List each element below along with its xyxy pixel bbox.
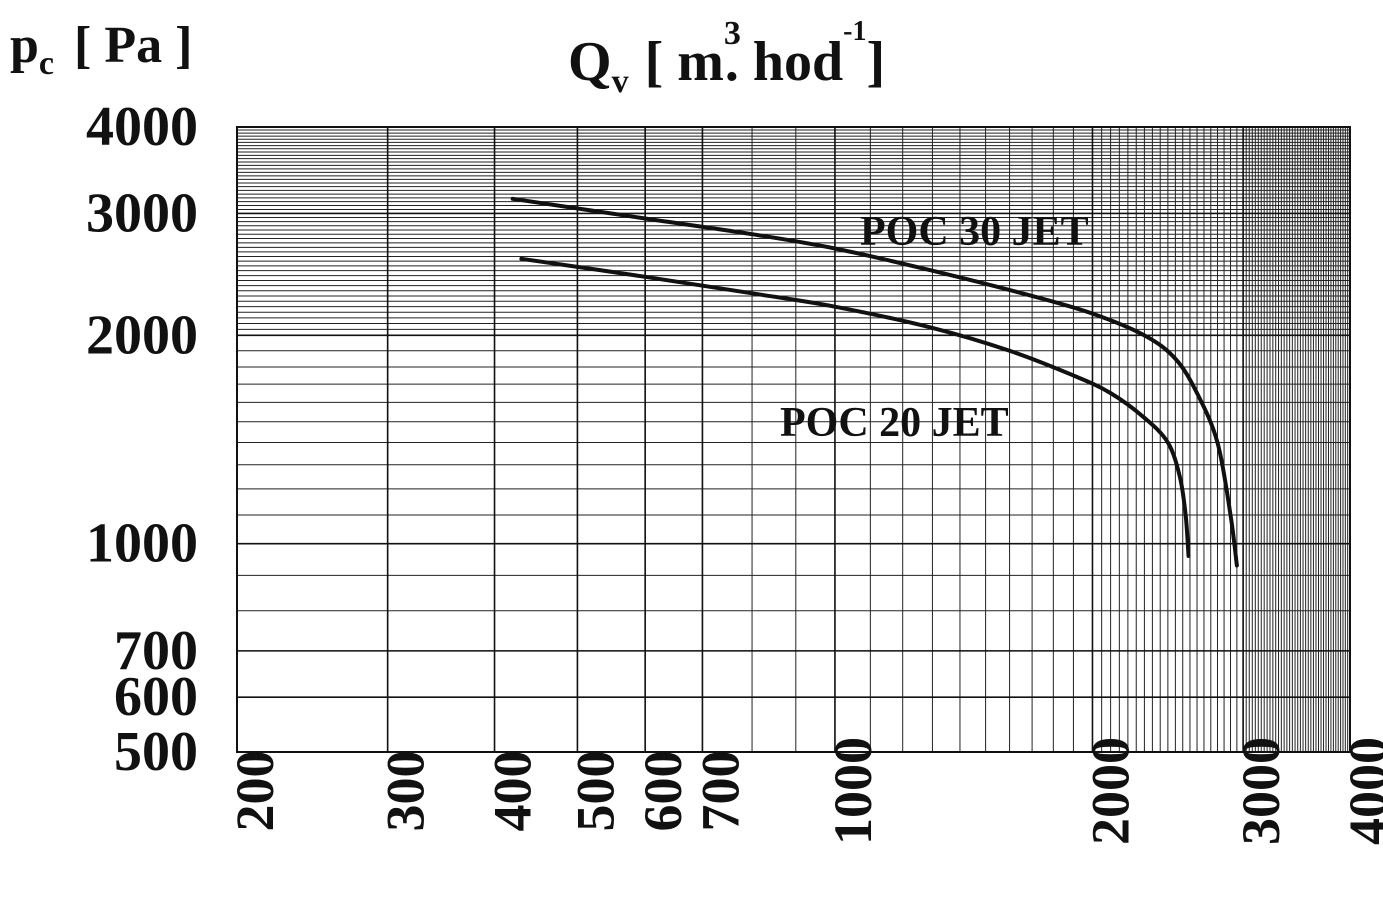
y-tick-label: 600 [114,666,198,728]
series-line-poc-20-jet [519,256,1191,558]
plot-frame [236,126,1351,753]
x-tick-label: 4000 [1338,737,1383,845]
x-axis-unit-close: ] [866,31,885,93]
y-axis-subscript: c [39,45,54,82]
y-tick-label: 2000 [86,304,198,366]
x-axis-title: Qv [ m3. hod-1] [568,15,885,100]
x-axis-symbol: Q [568,31,612,93]
y-axis-symbol: p [10,17,39,74]
y-tick-label: 1000 [86,513,198,575]
y-tick-label: 700 [114,620,198,682]
series-labels: POC 30 JET POC 20 JET [780,209,1089,446]
x-axis-superscript-3: 3 [724,15,741,52]
x-tick-label: 700 [690,751,750,832]
y-tick-label: 4000 [86,96,198,158]
x-tick-label: 1000 [823,737,883,845]
x-tick-label: 300 [376,751,436,832]
y-tick-label: 3000 [86,182,198,244]
series-label-poc-20-jet: POC 20 JET [780,400,1009,446]
x-tick-label: 500 [565,751,625,832]
series-label-poc-30-jet: POC 30 JET [860,209,1089,255]
y-axis-title: pc [ Pa ] [10,17,192,82]
x-axis-unit-mid: . hod [725,31,843,93]
x-tick-label: 400 [483,751,543,832]
x-tick-label: 200 [225,751,285,832]
x-axis-subscript: v [612,63,629,100]
x-axis-superscript-minus1: -1 [843,16,866,47]
x-tick-label: 3000 [1231,737,1291,845]
y-tick-label: 500 [114,721,198,783]
series-layer [510,196,1239,568]
x-tick-label: 600 [633,751,693,832]
series-line-poc-30-jet [510,196,1239,568]
x-axis-unit-open: [ m [645,31,724,93]
y-axis-unit: [ Pa ] [74,17,192,74]
x-tick-label: 2000 [1080,737,1140,845]
